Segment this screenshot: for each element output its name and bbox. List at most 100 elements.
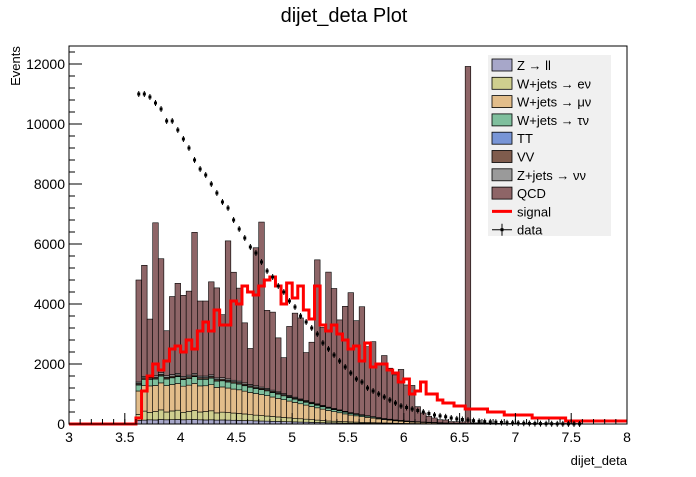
data-marker <box>494 421 497 424</box>
data-marker <box>282 291 285 294</box>
bar <box>214 288 220 378</box>
bar <box>275 338 281 392</box>
data-point <box>199 166 202 172</box>
bar <box>248 415 254 421</box>
bar <box>220 387 226 412</box>
legend-label: W+jets → μν <box>517 95 591 110</box>
bar <box>376 419 382 423</box>
data-point <box>148 94 151 100</box>
bar <box>147 420 153 424</box>
data-point <box>517 420 520 426</box>
data-marker <box>221 201 224 204</box>
bar <box>153 420 159 424</box>
legend-label: W+jets → eν <box>517 76 591 91</box>
data-point <box>522 420 525 426</box>
bar <box>192 420 198 425</box>
data-point <box>160 106 163 112</box>
x-tick-label: 4 <box>177 429 185 445</box>
data-marker <box>338 360 341 363</box>
legend-marker <box>501 228 504 231</box>
bar <box>315 408 321 420</box>
data-marker <box>143 93 146 96</box>
bar <box>253 415 259 421</box>
bar <box>175 420 181 425</box>
bar <box>270 397 276 417</box>
data-marker <box>310 327 313 330</box>
data-point <box>210 181 213 187</box>
bar <box>315 405 321 408</box>
data-point <box>266 268 269 274</box>
bar <box>331 288 337 408</box>
data-marker <box>394 402 397 405</box>
bar <box>181 295 187 376</box>
bar <box>186 412 192 420</box>
data-point <box>450 415 453 421</box>
bar <box>225 388 231 413</box>
y-tick-label: 6000 <box>34 236 65 252</box>
x-tick-label: 6 <box>400 429 408 445</box>
data-marker <box>466 419 469 422</box>
data-point <box>176 127 179 133</box>
bar <box>298 318 304 399</box>
data-point <box>193 157 196 163</box>
data-marker <box>227 207 230 210</box>
legend-label: TT <box>517 131 533 146</box>
data-marker <box>288 300 291 303</box>
data-point <box>293 304 296 310</box>
data-marker <box>321 342 324 345</box>
data-marker <box>478 420 481 423</box>
legend-label: QCD <box>517 186 546 201</box>
legend-entry: W+jets → μν <box>492 95 591 110</box>
data-marker <box>243 237 246 240</box>
bar <box>214 387 220 413</box>
legend-swatch <box>492 151 512 163</box>
data-point <box>528 420 531 426</box>
bar <box>348 415 354 422</box>
data-marker <box>327 348 330 351</box>
bar <box>175 410 181 419</box>
bar <box>236 420 242 424</box>
bar <box>164 420 170 424</box>
data-marker <box>232 219 235 222</box>
x-tick-label: 3 <box>65 429 73 445</box>
data-marker <box>171 120 174 123</box>
bar <box>197 412 203 420</box>
bar <box>292 418 298 422</box>
bar <box>192 232 198 373</box>
bar <box>264 391 270 396</box>
bar <box>164 379 170 386</box>
bar <box>220 381 226 387</box>
legend-label: VV <box>517 150 535 165</box>
bar <box>209 420 215 424</box>
data-point <box>215 190 218 196</box>
x-tick-label: 8 <box>623 429 631 445</box>
data-marker <box>422 411 425 414</box>
data-marker <box>400 405 403 408</box>
bar <box>365 417 371 422</box>
bar <box>164 386 170 412</box>
bar <box>298 401 304 404</box>
bar <box>169 297 175 375</box>
bar <box>181 386 187 412</box>
y-tick-label: 0 <box>57 416 65 432</box>
bar <box>242 323 248 383</box>
data-point <box>282 289 285 295</box>
bar <box>158 420 164 425</box>
bar <box>281 417 287 421</box>
bar <box>214 381 220 387</box>
bar <box>275 417 281 422</box>
data-marker <box>299 315 302 318</box>
y-tick-label: 8000 <box>34 176 65 192</box>
bar <box>259 222 265 387</box>
bar <box>181 412 187 420</box>
data-marker <box>483 420 486 423</box>
bar <box>197 386 203 412</box>
data-marker <box>204 174 207 177</box>
data-marker <box>305 321 308 324</box>
bar <box>203 379 209 385</box>
bar <box>259 416 265 421</box>
data-marker <box>238 228 241 231</box>
legend-swatch <box>492 96 512 108</box>
legend-swatch <box>492 114 512 126</box>
